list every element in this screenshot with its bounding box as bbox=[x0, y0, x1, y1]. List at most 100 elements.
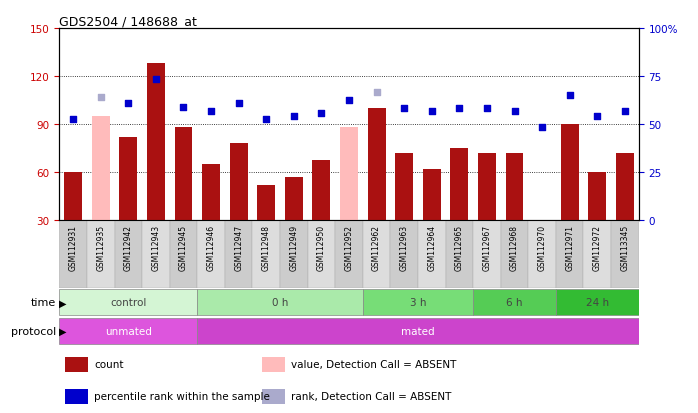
Text: GSM112968: GSM112968 bbox=[510, 224, 519, 270]
Bar bbox=[478, 154, 496, 221]
Bar bbox=[64, 173, 82, 221]
Text: count: count bbox=[94, 360, 124, 370]
Bar bbox=[225, 221, 253, 288]
Bar bbox=[395, 154, 413, 221]
Text: GSM112948: GSM112948 bbox=[262, 224, 271, 270]
Point bbox=[343, 97, 355, 104]
Point bbox=[260, 117, 272, 123]
Text: ▶: ▶ bbox=[59, 298, 66, 308]
Text: GSM112965: GSM112965 bbox=[455, 224, 464, 271]
Bar bbox=[170, 221, 198, 288]
Text: rank, Detection Call = ABSENT: rank, Detection Call = ABSENT bbox=[291, 391, 452, 401]
Bar bbox=[65, 389, 88, 404]
Bar bbox=[423, 170, 440, 221]
Text: GSM112962: GSM112962 bbox=[372, 224, 381, 270]
Text: protocol: protocol bbox=[10, 326, 56, 336]
Bar bbox=[198, 318, 639, 344]
Bar bbox=[505, 154, 524, 221]
Bar bbox=[450, 149, 468, 221]
Text: GSM112970: GSM112970 bbox=[537, 224, 547, 271]
Bar bbox=[616, 154, 634, 221]
Bar bbox=[556, 221, 584, 288]
Text: GSM112945: GSM112945 bbox=[179, 224, 188, 271]
Bar bbox=[198, 290, 363, 316]
Bar bbox=[363, 290, 473, 316]
Bar bbox=[59, 221, 87, 288]
Bar bbox=[308, 221, 335, 288]
Bar bbox=[91, 117, 110, 221]
Text: GSM112952: GSM112952 bbox=[345, 224, 353, 270]
Point bbox=[509, 109, 520, 115]
Bar bbox=[142, 221, 170, 288]
Point bbox=[399, 106, 410, 112]
Bar bbox=[588, 173, 607, 221]
Text: GSM112971: GSM112971 bbox=[565, 224, 574, 270]
Bar bbox=[59, 318, 198, 344]
Bar bbox=[280, 221, 308, 288]
Point bbox=[454, 106, 465, 112]
Bar bbox=[65, 357, 88, 372]
Point bbox=[150, 77, 161, 83]
Text: value, Detection Call = ABSENT: value, Detection Call = ABSENT bbox=[291, 360, 456, 370]
Bar bbox=[340, 128, 358, 221]
Bar bbox=[114, 221, 142, 288]
Point bbox=[68, 117, 79, 123]
Text: GSM112931: GSM112931 bbox=[68, 224, 77, 270]
Text: GSM112950: GSM112950 bbox=[317, 224, 326, 271]
Bar bbox=[363, 221, 390, 288]
Bar bbox=[584, 221, 611, 288]
Point bbox=[371, 90, 383, 96]
Bar bbox=[147, 64, 165, 221]
Text: control: control bbox=[110, 298, 147, 308]
Text: unmated: unmated bbox=[105, 326, 151, 336]
Point bbox=[564, 93, 575, 100]
Point bbox=[288, 114, 299, 120]
Bar bbox=[473, 290, 556, 316]
Text: GSM112947: GSM112947 bbox=[234, 224, 243, 271]
Bar bbox=[262, 357, 285, 372]
Bar bbox=[59, 290, 198, 316]
Text: GDS2504 / 148688_at: GDS2504 / 148688_at bbox=[59, 15, 198, 28]
Bar bbox=[198, 221, 225, 288]
Bar bbox=[335, 221, 363, 288]
Bar bbox=[202, 165, 220, 221]
Text: mated: mated bbox=[401, 326, 435, 336]
Bar bbox=[368, 109, 385, 221]
Point bbox=[482, 106, 493, 112]
Point bbox=[426, 109, 438, 115]
Bar bbox=[230, 144, 248, 221]
Point bbox=[123, 101, 134, 107]
Point bbox=[205, 109, 216, 115]
Bar bbox=[500, 221, 528, 288]
Text: ▶: ▶ bbox=[59, 326, 66, 336]
Point bbox=[233, 101, 244, 107]
Bar bbox=[313, 160, 330, 221]
Bar bbox=[174, 128, 193, 221]
Bar bbox=[119, 138, 138, 221]
Bar bbox=[556, 290, 639, 316]
Text: GSM112967: GSM112967 bbox=[482, 224, 491, 271]
Bar bbox=[262, 389, 285, 404]
Point bbox=[592, 114, 603, 120]
Text: GSM112946: GSM112946 bbox=[207, 224, 216, 271]
Point bbox=[619, 109, 630, 115]
Bar bbox=[528, 221, 556, 288]
Bar bbox=[473, 221, 500, 288]
Text: GSM113345: GSM113345 bbox=[621, 224, 630, 271]
Text: 24 h: 24 h bbox=[586, 298, 609, 308]
Text: GSM112942: GSM112942 bbox=[124, 224, 133, 270]
Bar bbox=[390, 221, 418, 288]
Point bbox=[95, 95, 106, 101]
Bar bbox=[87, 221, 114, 288]
Bar bbox=[445, 221, 473, 288]
Text: GSM112949: GSM112949 bbox=[290, 224, 298, 271]
Text: GSM112972: GSM112972 bbox=[593, 224, 602, 270]
Bar bbox=[418, 221, 445, 288]
Text: GSM112935: GSM112935 bbox=[96, 224, 105, 271]
Text: 0 h: 0 h bbox=[272, 298, 288, 308]
Bar bbox=[253, 221, 280, 288]
Bar bbox=[611, 221, 639, 288]
Point bbox=[537, 125, 548, 131]
Point bbox=[178, 104, 189, 111]
Text: time: time bbox=[31, 298, 56, 308]
